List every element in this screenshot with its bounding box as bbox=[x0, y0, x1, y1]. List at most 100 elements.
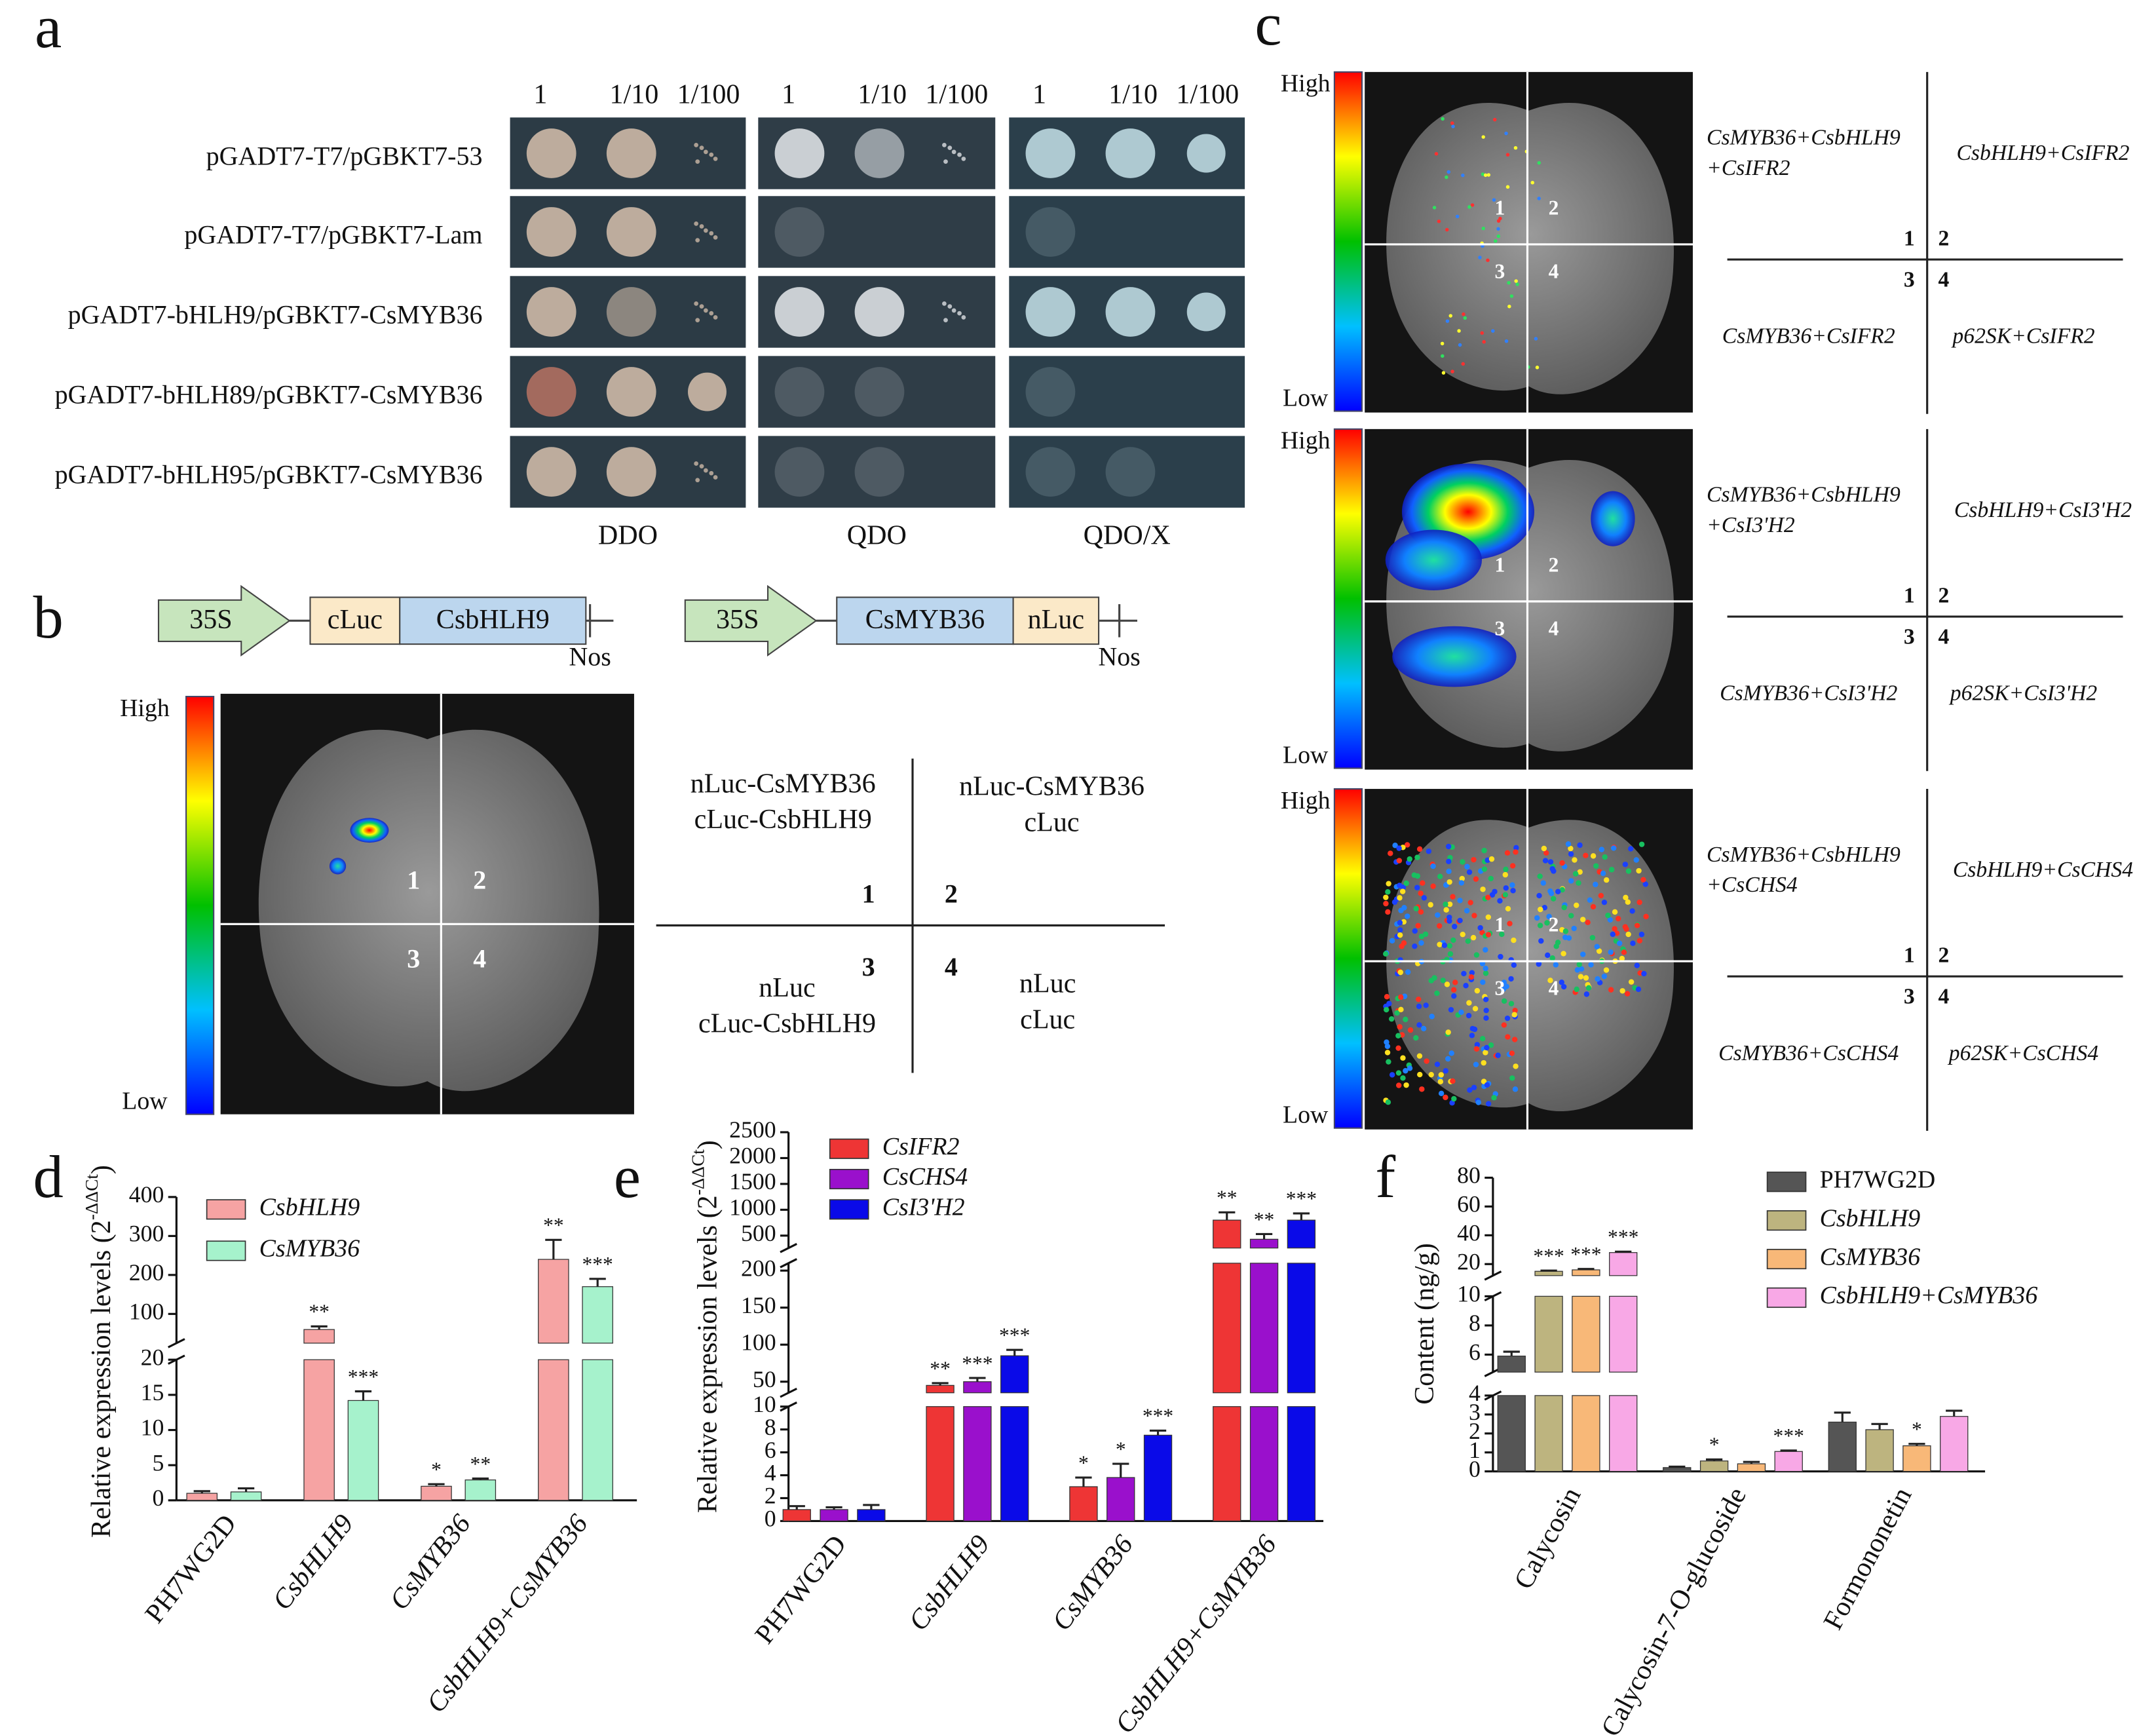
luc-speck bbox=[1483, 947, 1488, 953]
significance: * bbox=[1078, 1451, 1089, 1474]
bar bbox=[1699, 1460, 1729, 1472]
luc-speck bbox=[1418, 934, 1425, 940]
bar bbox=[926, 1384, 955, 1394]
y-label-part: Relative expression levels (2 bbox=[692, 1195, 723, 1513]
luc-speck bbox=[1579, 917, 1586, 923]
luc-speck bbox=[1452, 980, 1458, 985]
luc-speck bbox=[1416, 1022, 1422, 1028]
luc-speck bbox=[1457, 898, 1463, 904]
dilution-label: 1/10 bbox=[610, 79, 659, 109]
luc-speck bbox=[1505, 153, 1510, 157]
luc-speck bbox=[1447, 170, 1451, 174]
luc-speck bbox=[1576, 961, 1582, 968]
luc-speck bbox=[1501, 1022, 1507, 1028]
luc-speck bbox=[1394, 1010, 1400, 1016]
luc-speck bbox=[1443, 907, 1449, 913]
luc-speck bbox=[1562, 928, 1569, 934]
legend-swatch bbox=[829, 1138, 869, 1159]
luc-speck bbox=[1559, 887, 1565, 893]
quadrant-number: 3 bbox=[1495, 977, 1505, 1000]
combination-label: nLuc bbox=[1019, 969, 1076, 999]
luc-speck bbox=[1412, 943, 1418, 949]
luc-speck bbox=[1434, 990, 1440, 997]
luc-speck bbox=[1428, 1071, 1434, 1078]
luc-speck bbox=[1607, 917, 1614, 923]
luc-speck bbox=[1451, 993, 1457, 999]
yeast-spot bbox=[854, 128, 905, 178]
luc-speck bbox=[1608, 949, 1614, 955]
luc-speck bbox=[1414, 854, 1420, 860]
yeast-dot bbox=[713, 475, 718, 480]
y-tick-label: 80 bbox=[1457, 1162, 1481, 1189]
luc-speck bbox=[1415, 923, 1421, 928]
luc-speck bbox=[1485, 857, 1490, 864]
strain-label: pGADT7-bHLH9/pGBKT7-CsMYB36 bbox=[68, 300, 483, 330]
luc-speck bbox=[1418, 909, 1424, 915]
luc-speck bbox=[1511, 1037, 1518, 1042]
luc-speck bbox=[1608, 867, 1615, 873]
yeast-dot bbox=[943, 159, 948, 164]
luc-speck bbox=[1403, 1082, 1409, 1088]
luc-speck bbox=[1385, 889, 1391, 895]
luc-speck bbox=[1621, 949, 1627, 955]
luc-speck bbox=[1486, 173, 1491, 177]
combination-label: CsbHLH9+CsCHS4 bbox=[1953, 858, 2133, 882]
x-tick-label: Formononetin bbox=[1818, 1483, 1918, 1635]
luc-speck bbox=[1443, 1068, 1448, 1074]
luc-speck bbox=[1440, 341, 1445, 346]
luc-speck bbox=[1444, 982, 1450, 987]
luc-speck bbox=[1457, 329, 1461, 333]
y-tick-label: 0 bbox=[1469, 1456, 1481, 1482]
y-label-part: ) bbox=[86, 1165, 116, 1174]
yeast-dot bbox=[942, 301, 947, 306]
yeast-dot bbox=[694, 461, 698, 466]
luc-speck bbox=[1466, 1000, 1472, 1006]
luc-speck bbox=[1397, 920, 1403, 926]
luc-speck bbox=[1473, 1061, 1479, 1067]
significance: *** bbox=[1570, 1243, 1601, 1266]
yeast-spot bbox=[1186, 292, 1226, 332]
quadrant-number: 3 bbox=[407, 944, 420, 973]
luc-speck bbox=[1603, 967, 1610, 973]
construct-part bbox=[1012, 596, 1100, 645]
luc-speck bbox=[1466, 1012, 1472, 1019]
luc-speck bbox=[1623, 894, 1629, 901]
luc-speck bbox=[1571, 925, 1577, 932]
plate bbox=[758, 196, 996, 268]
axis-break bbox=[1484, 1270, 1502, 1281]
luc-speck bbox=[1447, 879, 1452, 885]
bar bbox=[538, 1359, 569, 1501]
combination-label: cLuc-CsbHLH9 bbox=[694, 805, 872, 835]
yeast-spot bbox=[774, 367, 825, 417]
luc-speck bbox=[1551, 896, 1557, 902]
luc-speck bbox=[1488, 856, 1495, 862]
combination-label: CsbHLH9+CsI3'H2 bbox=[1954, 498, 2132, 522]
luc-speck bbox=[1483, 1015, 1489, 1021]
x-tick-label: CsMYB36 bbox=[384, 1509, 476, 1616]
luc-speck bbox=[1612, 909, 1618, 915]
bar bbox=[1865, 1429, 1894, 1472]
luc-speck bbox=[1416, 1053, 1423, 1059]
y-tick-label: 500 bbox=[741, 1220, 776, 1246]
luc-speck bbox=[1422, 931, 1429, 937]
yeast-dot bbox=[961, 315, 966, 320]
luc-speck bbox=[1530, 180, 1534, 185]
luc-speck bbox=[1507, 305, 1511, 309]
yeast-spot bbox=[606, 207, 656, 257]
panel-label: c bbox=[1255, 0, 1281, 58]
luc-speck bbox=[1568, 845, 1574, 852]
luc-speck bbox=[1479, 930, 1485, 936]
luc-speck bbox=[1596, 948, 1602, 954]
luc-speck bbox=[1405, 969, 1411, 975]
quadrant-number: 3 bbox=[1495, 259, 1505, 282]
scale-high: High bbox=[120, 695, 170, 722]
luc-speck bbox=[1493, 239, 1498, 243]
yeast-spot bbox=[1025, 207, 1076, 257]
luc-speck bbox=[1628, 846, 1634, 852]
yeast-dot bbox=[699, 464, 704, 469]
luc-speck bbox=[1447, 901, 1453, 907]
legend-label: CsMYB36 bbox=[259, 1235, 360, 1263]
scale-low: Low bbox=[1283, 384, 1329, 411]
luc-speck bbox=[1441, 117, 1445, 121]
